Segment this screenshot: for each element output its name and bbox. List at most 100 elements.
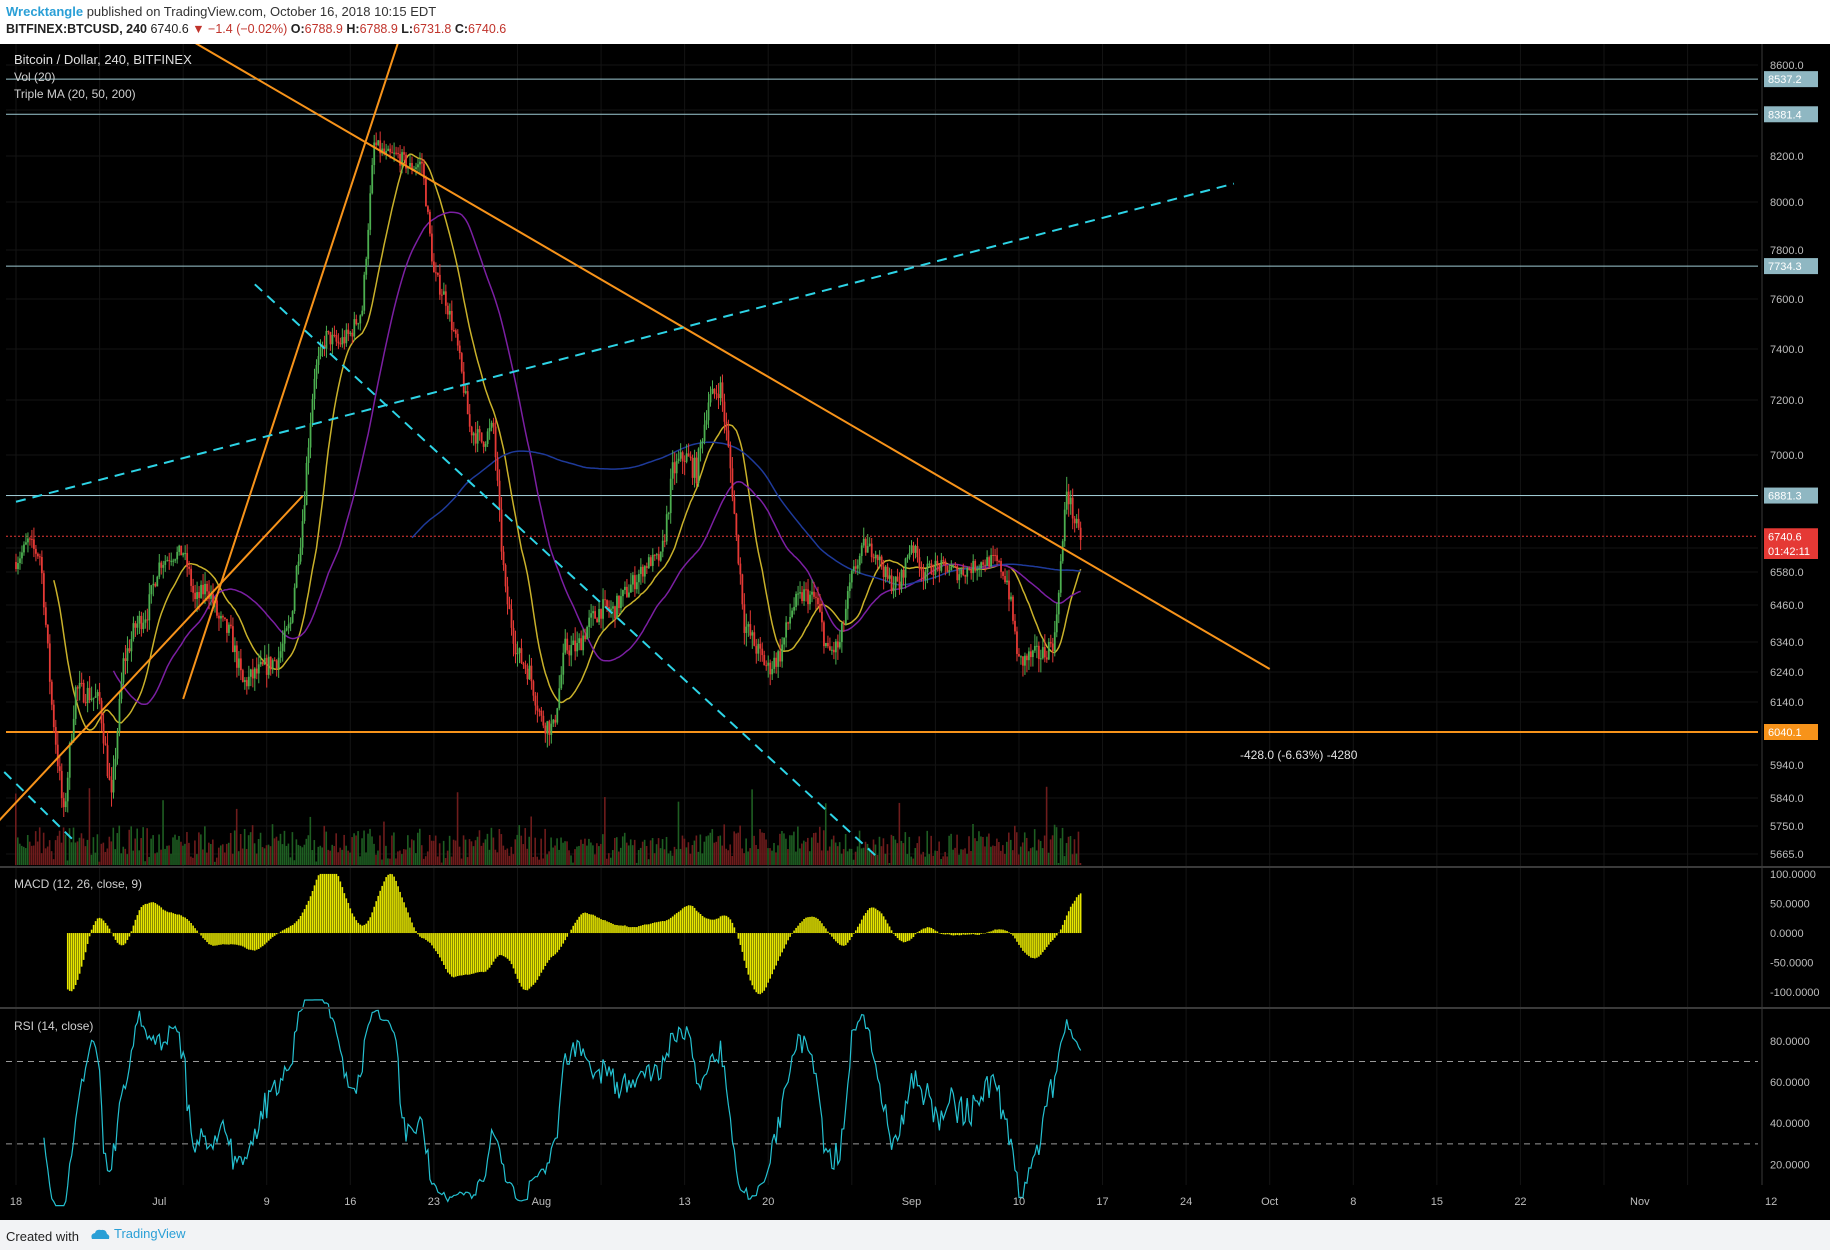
candle-body	[988, 557, 991, 567]
volume-bar	[840, 853, 843, 865]
candle-body	[829, 646, 831, 651]
candle-body	[204, 583, 206, 595]
macd-bar	[856, 926, 859, 934]
macd-bar	[534, 933, 537, 983]
candle-body	[785, 622, 788, 638]
macd-bar	[232, 933, 234, 945]
volume-bar	[259, 832, 262, 865]
candle-body	[27, 538, 29, 543]
macd-bar	[433, 933, 435, 949]
candle-body	[725, 421, 728, 431]
macd-bar	[1075, 897, 1078, 934]
macd-bar	[994, 929, 996, 934]
macd-bar	[831, 933, 833, 937]
macd-bar	[990, 931, 992, 934]
macd-bar	[916, 932, 919, 934]
volume-bar	[1045, 786, 1048, 865]
candle-body	[948, 570, 951, 572]
macd-bar	[1030, 933, 1032, 958]
candle-body	[990, 555, 992, 567]
volume-bar	[494, 849, 497, 865]
volume-bar	[970, 851, 972, 865]
macd-bar	[821, 923, 823, 934]
volume-bar	[546, 854, 548, 865]
volume-bar	[339, 847, 341, 865]
candle-body	[962, 569, 965, 576]
candle-body	[434, 272, 437, 274]
candle-body	[216, 600, 218, 616]
candle-body	[707, 402, 710, 421]
macd-bar	[860, 919, 863, 934]
volume-bar	[655, 844, 658, 865]
candle-body	[1041, 647, 1044, 659]
macd-bar	[104, 922, 107, 934]
candle-body	[257, 664, 260, 674]
volume-bar	[237, 851, 240, 865]
volume-bar	[391, 835, 393, 865]
candle-body	[174, 559, 177, 561]
macd-bar	[114, 933, 117, 940]
macd-bar	[273, 933, 276, 936]
macd-bar	[482, 933, 485, 973]
volume-bar	[182, 845, 184, 865]
candle-body	[251, 669, 254, 679]
candle-body	[156, 576, 159, 587]
candle-body	[608, 607, 610, 611]
candle-body	[488, 427, 491, 432]
candle-body	[739, 563, 742, 575]
chart-canvas[interactable]: MACD (12, 26, close, 9)100.000050.00000.…	[0, 44, 1830, 1220]
macd-bar	[960, 933, 963, 936]
candle-body	[928, 563, 931, 565]
author-link[interactable]: Wrecktangle	[6, 4, 84, 19]
macd-bar	[504, 933, 507, 958]
candle-body	[584, 635, 587, 640]
candle-body	[685, 453, 688, 462]
volume-bar	[566, 841, 568, 865]
volume-bar	[1043, 835, 1046, 865]
volume-bar	[1073, 839, 1076, 865]
candle-body	[182, 553, 185, 556]
volume-bar	[914, 847, 917, 865]
macd-bar	[898, 933, 901, 941]
volume-bar	[1011, 850, 1014, 865]
volume-bar	[510, 846, 513, 865]
tradingview-logo[interactable]: TradingView	[90, 1226, 186, 1241]
candle-body	[908, 553, 911, 558]
macd-bar	[1012, 933, 1014, 936]
macd-bar	[962, 933, 965, 935]
candle-body	[419, 161, 421, 165]
candle-body	[781, 644, 784, 662]
macd-bar	[427, 933, 429, 942]
candle-body	[596, 618, 598, 623]
volume-bar	[621, 836, 624, 865]
macd-bar	[202, 933, 204, 939]
candle-body	[19, 558, 21, 564]
macd-bar	[864, 913, 867, 934]
volume-bar	[880, 846, 883, 865]
volume-bar	[958, 854, 960, 865]
volume-bar	[273, 838, 276, 865]
candle-body	[956, 566, 959, 581]
volume-bar	[235, 808, 238, 865]
volume-bar	[641, 841, 644, 865]
macd-bar	[902, 933, 905, 943]
volume-bar	[944, 851, 946, 865]
candle-body	[506, 586, 509, 605]
macd-bar	[403, 902, 405, 934]
candle-body	[40, 557, 43, 574]
candle-body	[267, 656, 270, 675]
macd-bar	[321, 873, 324, 934]
candle-body	[311, 398, 314, 424]
candle-body	[365, 258, 368, 275]
macd-bar	[974, 933, 976, 935]
volume-bar	[311, 850, 314, 865]
macd-bar	[1067, 911, 1070, 934]
volume-bar	[291, 832, 294, 865]
candle-body	[624, 586, 626, 591]
candle-body	[462, 371, 465, 393]
macd-bar	[1032, 933, 1034, 958]
volume-bar	[524, 828, 527, 865]
macd-bar	[554, 933, 557, 955]
macd-bar	[835, 933, 837, 942]
macd-bar	[876, 910, 879, 934]
